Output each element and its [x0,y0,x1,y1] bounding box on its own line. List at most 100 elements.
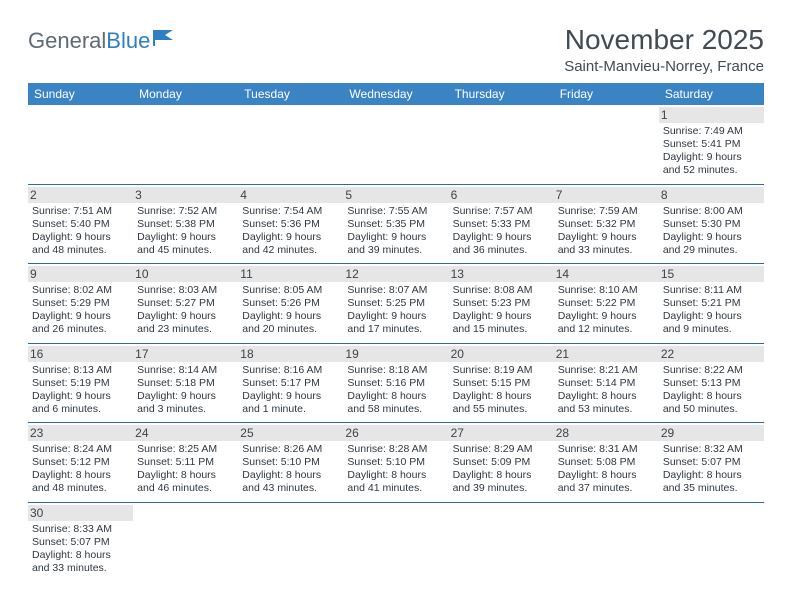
sunset-text: Sunset: 5:19 PM [32,377,129,390]
sunrise-text: Sunrise: 8:14 AM [137,364,234,377]
sunset-text: Sunset: 5:23 PM [453,297,550,310]
calendar-cell [554,105,659,184]
daylight-text: Daylight: 8 hours and 35 minutes. [663,469,760,495]
sunrise-text: Sunrise: 8:07 AM [347,284,444,297]
calendar-row: 30Sunrise: 8:33 AMSunset: 5:07 PMDayligh… [28,502,764,581]
calendar-cell: 30Sunrise: 8:33 AMSunset: 5:07 PMDayligh… [28,502,133,581]
sunrise-text: Sunrise: 8:16 AM [242,364,339,377]
daylight-text: Daylight: 9 hours and 48 minutes. [32,231,129,257]
day-number: 9 [28,266,133,282]
calendar-cell: 23Sunrise: 8:24 AMSunset: 5:12 PMDayligh… [28,423,133,503]
weekday-header: Monday [133,83,238,105]
calendar-cell: 22Sunrise: 8:22 AMSunset: 5:13 PMDayligh… [659,343,764,423]
day-number: 20 [449,346,554,362]
daylight-text: Daylight: 9 hours and 12 minutes. [558,310,655,336]
calendar-cell: 4Sunrise: 7:54 AMSunset: 5:36 PMDaylight… [238,184,343,264]
calendar-cell: 16Sunrise: 8:13 AMSunset: 5:19 PMDayligh… [28,343,133,423]
sunrise-text: Sunrise: 8:08 AM [453,284,550,297]
day-number [343,107,448,109]
daylight-text: Daylight: 9 hours and 6 minutes. [32,390,129,416]
sunset-text: Sunset: 5:36 PM [242,218,339,231]
day-number: 11 [238,266,343,282]
calendar-cell [554,502,659,581]
day-details: Sunrise: 8:26 AMSunset: 5:10 PMDaylight:… [242,443,339,496]
sunset-text: Sunset: 5:29 PM [32,297,129,310]
day-number: 8 [659,187,764,203]
daylight-text: Daylight: 8 hours and 46 minutes. [137,469,234,495]
day-number [659,505,764,507]
day-details: Sunrise: 8:22 AMSunset: 5:13 PMDaylight:… [663,364,760,417]
weekday-header: Saturday [659,83,764,105]
day-number: 10 [133,266,238,282]
daylight-text: Daylight: 9 hours and 36 minutes. [453,231,550,257]
calendar-cell [133,502,238,581]
day-details: Sunrise: 8:16 AMSunset: 5:17 PMDaylight:… [242,364,339,417]
daylight-text: Daylight: 9 hours and 9 minutes. [663,310,760,336]
sunset-text: Sunset: 5:07 PM [663,456,760,469]
day-details: Sunrise: 8:19 AMSunset: 5:15 PMDaylight:… [453,364,550,417]
header: GeneralBlue November 2025 Saint-Manvieu-… [28,24,764,75]
day-number: 12 [343,266,448,282]
day-details: Sunrise: 8:24 AMSunset: 5:12 PMDaylight:… [32,443,129,496]
calendar-cell [238,105,343,184]
daylight-text: Daylight: 9 hours and 3 minutes. [137,390,234,416]
daylight-text: Daylight: 8 hours and 39 minutes. [453,469,550,495]
calendar-cell: 18Sunrise: 8:16 AMSunset: 5:17 PMDayligh… [238,343,343,423]
sunset-text: Sunset: 5:17 PM [242,377,339,390]
calendar-table: Sunday Monday Tuesday Wednesday Thursday… [28,83,764,581]
calendar-cell: 7Sunrise: 7:59 AMSunset: 5:32 PMDaylight… [554,184,659,264]
sunrise-text: Sunrise: 8:03 AM [137,284,234,297]
daylight-text: Daylight: 8 hours and 33 minutes. [32,549,129,575]
daylight-text: Daylight: 9 hours and 39 minutes. [347,231,444,257]
day-details: Sunrise: 7:59 AMSunset: 5:32 PMDaylight:… [558,205,655,258]
day-number: 29 [659,425,764,441]
sunset-text: Sunset: 5:41 PM [663,138,760,151]
daylight-text: Daylight: 8 hours and 58 minutes. [347,390,444,416]
weekday-header: Friday [554,83,659,105]
sunset-text: Sunset: 5:40 PM [32,218,129,231]
daylight-text: Daylight: 9 hours and 15 minutes. [453,310,550,336]
day-number: 30 [28,505,133,521]
calendar-cell: 10 Sunrise: 8:03 AMSunset: 5:27 PMDayligh… [133,264,238,344]
sunrise-text: Sunrise: 8:05 AM [242,284,339,297]
daylight-text: Daylight: 9 hours and 20 minutes. [242,310,339,336]
calendar-cell [133,105,238,184]
sunset-text: Sunset: 5:27 PM [137,297,234,310]
day-details: Sunrise: 8:14 AMSunset: 5:18 PMDaylight:… [137,364,234,417]
sunset-text: Sunset: 5:12 PM [32,456,129,469]
day-details: Sunrise: 8:28 AMSunset: 5:10 PMDaylight:… [347,443,444,496]
title-block: November 2025 Saint-Manvieu-Norrey, Fran… [564,24,764,75]
sunrise-text: Sunrise: 8:32 AM [663,443,760,456]
weekday-row: Sunday Monday Tuesday Wednesday Thursday… [28,83,764,105]
sunrise-text: Sunrise: 7:57 AM [453,205,550,218]
calendar-row: 16Sunrise: 8:13 AMSunset: 5:19 PMDayligh… [28,343,764,423]
calendar-cell: 11 Sunrise: 8:05 AMSunset: 5:26 PMDayligh… [238,264,343,344]
sunrise-text: Sunrise: 7:54 AM [242,205,339,218]
day-number [238,505,343,507]
location: Saint-Manvieu-Norrey, France [564,58,764,75]
day-details: Sunrise: 8:05 AMSunset: 5:26 PMDaylight:… [242,284,339,337]
calendar-cell: 12 Sunrise: 8:07 AMSunset: 5:25 PMDayligh… [343,264,448,344]
day-details: Sunrise: 8:07 AMSunset: 5:25 PMDaylight:… [347,284,444,337]
day-number [554,107,659,109]
flag-icon [153,29,175,47]
day-number [343,505,448,507]
daylight-text: Daylight: 8 hours and 41 minutes. [347,469,444,495]
day-details: Sunrise: 8:13 AMSunset: 5:19 PMDaylight:… [32,364,129,417]
day-details: Sunrise: 8:03 AMSunset: 5:27 PMDaylight:… [137,284,234,337]
sunset-text: Sunset: 5:32 PM [558,218,655,231]
day-number: 24 [133,425,238,441]
logo-text-1: General [28,28,106,54]
daylight-text: Daylight: 9 hours and 33 minutes. [558,231,655,257]
sunrise-text: Sunrise: 7:52 AM [137,205,234,218]
logo-text-2: Blue [106,28,150,54]
calendar-cell: 26 Sunrise: 8:28 AMSunset: 5:10 PMDayligh… [343,423,448,503]
day-number [133,107,238,109]
calendar-cell: 3Sunrise: 7:52 AMSunset: 5:38 PMDaylight… [133,184,238,264]
calendar-cell: 27Sunrise: 8:29 AMSunset: 5:09 PMDayligh… [449,423,554,503]
day-number [28,107,133,109]
day-number [133,505,238,507]
daylight-text: Daylight: 9 hours and 42 minutes. [242,231,339,257]
calendar-cell: 17Sunrise: 8:14 AMSunset: 5:18 PMDayligh… [133,343,238,423]
day-number: 26 [343,425,448,441]
